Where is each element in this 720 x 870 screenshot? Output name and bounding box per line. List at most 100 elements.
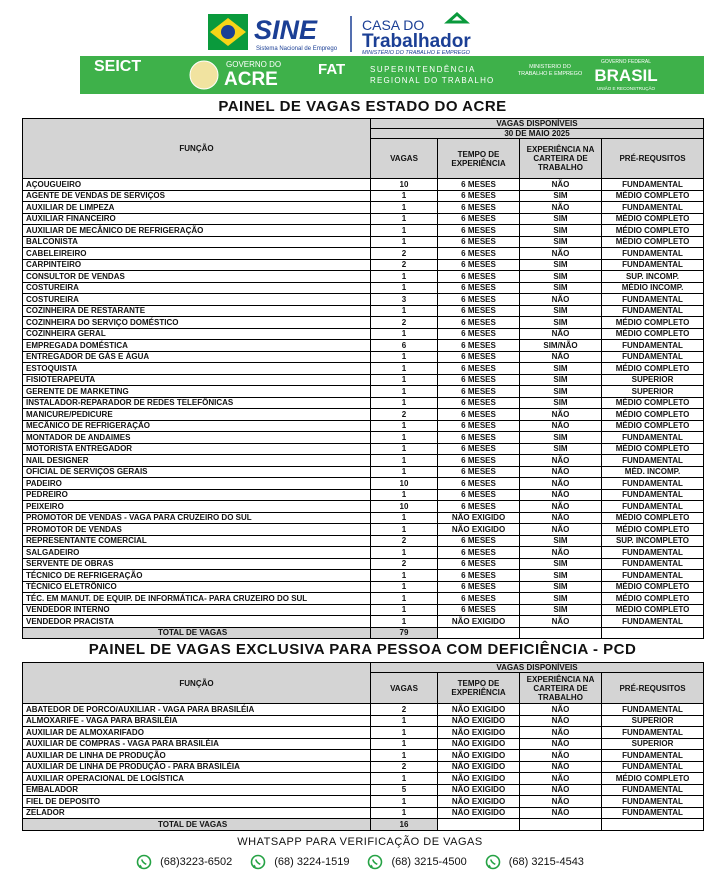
cell: 3 <box>370 293 438 306</box>
function-cell: BALCONISTA <box>22 235 371 248</box>
function-cell: PROMOTOR DE VENDAS - VAGA PARA CRUZEIRO … <box>22 511 371 524</box>
function-cell: PADEIRO <box>22 477 371 490</box>
cell: 1 <box>370 465 438 478</box>
cell: 6 MESES <box>437 224 520 237</box>
cell: SIM <box>519 534 602 547</box>
function-cell: AUXILIAR DE LINHA DE PRODUÇÃO <box>22 749 371 762</box>
function-cell: MECÂNICO DE REFRIGERAÇÃO <box>22 419 371 432</box>
function-cell: TÉC. EM MANUT. DE EQUIP. DE INFORMÁTICA-… <box>22 592 371 605</box>
phone-item: (68) 3215-4543 <box>485 854 584 870</box>
function-cell: AUXILIAR DE COMPRAS - VAGA PARA BRASILÉI… <box>22 737 371 750</box>
table-row: AÇOUGUEIRO 10 6 MESES NÃO FUNDAMENTAL <box>22 178 705 191</box>
cell: 1 <box>370 488 438 501</box>
table2-wrap: FUNÇÃO VAGAS DISPONÍVEIS VAGAS TEMPO DE … <box>22 662 705 831</box>
governo-do: GOVERNO DO <box>226 60 281 69</box>
total-label: TOTAL DE VAGAS <box>22 818 371 831</box>
table-row: PEDREIRO 1 6 MESES NÃO FUNDAMENTAL <box>22 488 705 501</box>
cell: FUNDAMENTAL <box>600 749 705 762</box>
cell: FUNDAMENTAL <box>600 431 705 444</box>
cell: NÃO <box>519 178 602 191</box>
cell: SUP. INCOMP. <box>600 270 705 283</box>
function-cell: NAIL DESIGNER <box>22 454 371 467</box>
table-row: AUXILIAR FINANCEIRO 1 6 MESES SIM MÉDIO COMP… <box>22 212 705 225</box>
function-cell: PEIXEIRO <box>22 500 371 513</box>
cell: MÉDIO COMPLETO <box>600 772 705 785</box>
cell: 1 <box>370 546 438 559</box>
table-row: TÉCNICO ELETRÔNICO 1 6 MESES SIM MÉDIO COMPL… <box>22 580 705 593</box>
cell: FUNDAMENTAL <box>600 703 705 716</box>
cell: 1 <box>370 189 438 202</box>
cell: NÃO <box>519 465 602 478</box>
function-cell: COZINHEIRA DE RESTARANTE <box>22 304 371 317</box>
cell: 1 <box>370 431 438 444</box>
cell: FUNDAMENTAL <box>600 783 705 796</box>
function-cell: VENDEDOR PRACISTA <box>22 615 371 628</box>
cell: 6 MESES <box>437 373 520 386</box>
date-header: 30 DE MAIO 2025 <box>369 128 705 139</box>
cell: NÃO <box>519 749 602 762</box>
cell: FUNDAMENTAL <box>600 247 705 260</box>
cell: NÃO <box>519 293 602 306</box>
cell: 6 MESES <box>437 488 520 501</box>
cell: NÃO <box>519 737 602 750</box>
cell: SIM <box>519 270 602 283</box>
cell: 1 <box>370 615 438 628</box>
function-cell: ZELADOR <box>22 806 371 819</box>
cell: NÃO EXIGIDO <box>437 772 520 785</box>
col-header: EXPERIÊNCIA NA CARTEIRA DE TRABALHO <box>519 672 602 704</box>
function-cell: ESTOQUISTA <box>22 362 371 375</box>
cell: MÉDIO COMPLETO <box>600 327 705 340</box>
superintendencia: SUPERINTENDÊNCIA <box>370 65 476 74</box>
function-cell: MONTADOR DE ANDAIMES <box>22 431 371 444</box>
col-header: FUNÇÃO <box>22 118 371 179</box>
table1: FUNÇÃO VAGAS DISPONÍVEIS 30 DE MAIO 2025… <box>22 118 705 639</box>
table1-body: AÇOUGUEIRO 10 6 MESES NÃO FUNDAMENTAL AGENTE … <box>22 178 705 639</box>
table-row: PROMOTOR DE VENDAS 1 NÃO EXIGIDO NÃO MÉDIO C… <box>22 523 705 536</box>
table-row: COZINHEIRA DE RESTARANTE 1 6 MESES SIM FUNDA… <box>22 304 705 317</box>
table-row: ZELADOR 1 NÃO EXIGIDO NÃO FUNDAMENTAL <box>22 806 705 819</box>
flag-circle <box>221 25 235 39</box>
phone-number: (68) 3215-4500 <box>391 856 467 868</box>
cell: SUPERIOR <box>600 714 705 727</box>
phone-number: (68)3223-6502 <box>160 856 233 868</box>
cell: 2 <box>370 247 438 260</box>
table-row: ENTREGADOR DE GÁS E ÁGUA 1 6 MESES NÃO FUNDA… <box>22 350 705 363</box>
table1-title: PAINEL DE VAGAS ESTADO DO ACRE <box>218 98 507 115</box>
cell: FUNDAMENTAL <box>600 339 705 352</box>
table-row: TÉC. EM MANUT. DE EQUIP. DE INFORMÁTICA-… <box>22 592 705 605</box>
cell: SUPERIOR <box>600 737 705 750</box>
cell: SIM <box>519 281 602 294</box>
table-row: INSTALADOR-REPARADOR DE REDES TELEFÔNICA… <box>22 396 705 409</box>
cell: NÃO <box>519 772 602 785</box>
function-cell: AUXILIAR DE MECÂNICO DE REFRIGERAÇÃO <box>22 224 371 237</box>
cell: SIM <box>519 580 602 593</box>
cell: 6 MESES <box>437 293 520 306</box>
table-row: ESTOQUISTA 1 6 MESES SIM MÉDIO COMPLETO <box>22 362 705 375</box>
cell: NÃO <box>519 714 602 727</box>
function-cell: AUXILIAR DE ALMOXARIFADO <box>22 726 371 739</box>
cell: NÃO EXIGIDO <box>437 749 520 762</box>
cell: 1 <box>370 603 438 616</box>
function-cell: FIEL DE DEPOSITO <box>22 795 371 808</box>
cell: SIM <box>519 373 602 386</box>
cell: SIM <box>519 235 602 248</box>
acre: ACRE <box>224 69 278 90</box>
cell: 6 MESES <box>437 500 520 513</box>
cell: NÃO <box>519 726 602 739</box>
acre-seal <box>189 60 219 90</box>
total-empty <box>600 626 705 639</box>
cell: 6 MESES <box>437 212 520 225</box>
total-empty <box>437 626 520 639</box>
cell: FUNDAMENTAL <box>600 258 705 271</box>
cell: 6 MESES <box>437 189 520 202</box>
table-row: AUXILIAR DE LINHA DE PRODUÇÃO 1 NÃO EXIGID… <box>22 749 705 762</box>
cell: 1 <box>370 772 438 785</box>
table-row: COZINHEIRA DO SERVIÇO DOMÉSTICO 2 6 MESES S… <box>22 316 705 329</box>
col-header: TEMPO DE EXPERIÊNCIA <box>437 138 520 179</box>
cell: FUNDAMENTAL <box>600 178 705 191</box>
table-row: EMBALADOR 5 NÃO EXIGIDO NÃO FUNDAMENTAL <box>22 783 705 796</box>
cell: 6 MESES <box>437 258 520 271</box>
cell: FUNDAMENTAL <box>600 795 705 808</box>
cell: 1 <box>370 569 438 582</box>
